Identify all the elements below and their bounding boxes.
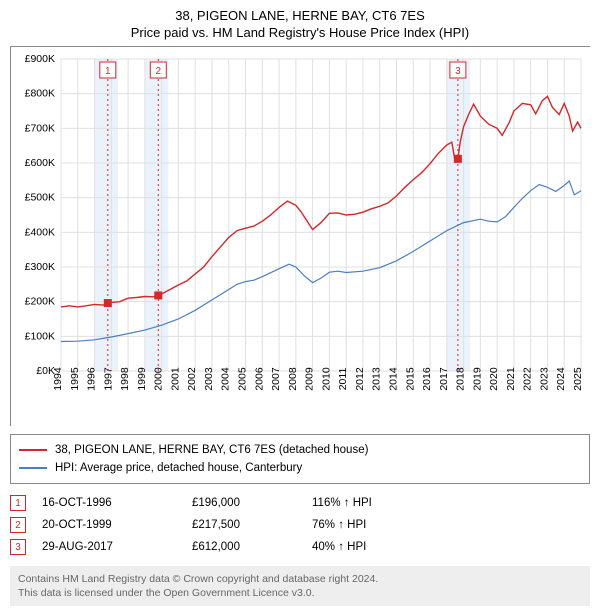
footer-line2: This data is licensed under the Open Gov… <box>18 586 582 600</box>
svg-text:2: 2 <box>156 66 162 77</box>
page-title: 38, PIGEON LANE, HERNE BAY, CT6 7ES <box>10 8 590 23</box>
sale-row: 3 29-AUG-2017£612,00040% ↑ HPI <box>10 536 590 558</box>
sale-marker-icon: 3 <box>10 539 26 555</box>
svg-text:£200K: £200K <box>25 296 55 308</box>
svg-text:£600K: £600K <box>25 157 55 169</box>
legend: 38, PIGEON LANE, HERNE BAY, CT6 7ES (det… <box>10 434 590 484</box>
legend-label: 38, PIGEON LANE, HERNE BAY, CT6 7ES (det… <box>55 444 368 456</box>
svg-text:2012: 2012 <box>354 367 366 391</box>
svg-text:2008: 2008 <box>287 367 299 391</box>
svg-text:2003: 2003 <box>203 367 215 391</box>
sale-marker-icon: 2 <box>10 517 26 533</box>
svg-text:1994: 1994 <box>52 367 64 391</box>
sale-price: £612,000 <box>192 541 312 553</box>
svg-text:2023: 2023 <box>538 367 550 391</box>
svg-text:£400K: £400K <box>25 226 55 238</box>
svg-text:2005: 2005 <box>237 367 249 391</box>
svg-text:2014: 2014 <box>387 367 399 391</box>
svg-text:2002: 2002 <box>186 367 198 391</box>
legend-item: 38, PIGEON LANE, HERNE BAY, CT6 7ES (det… <box>19 441 581 459</box>
sales-table: 1 16-OCT-1996£196,000116% ↑ HPI 2 20-OCT-19… <box>10 492 590 558</box>
svg-text:2024: 2024 <box>555 367 567 391</box>
svg-text:1997: 1997 <box>102 367 114 391</box>
sale-date: 20-OCT-1999 <box>42 519 192 531</box>
svg-text:2016: 2016 <box>421 367 433 391</box>
chart: £0K£100K£200K£300K£400K£500K£600K£700K£8… <box>10 46 590 426</box>
legend-label: HPI: Average price, detached house, Cant… <box>55 462 302 474</box>
svg-text:2013: 2013 <box>371 367 383 391</box>
svg-text:2017: 2017 <box>438 367 450 391</box>
chart-svg: £0K£100K£200K£300K£400K£500K£600K£700K£8… <box>11 47 591 427</box>
svg-text:2025: 2025 <box>572 367 584 391</box>
svg-text:2019: 2019 <box>471 367 483 391</box>
svg-text:2018: 2018 <box>455 367 467 391</box>
sale-row: 2 20-OCT-1999£217,50076% ↑ HPI <box>10 514 590 536</box>
svg-text:£900K: £900K <box>25 53 55 65</box>
sale-date: 29-AUG-2017 <box>42 541 192 553</box>
sale-marker-icon: 1 <box>10 495 26 511</box>
svg-text:2022: 2022 <box>522 367 534 391</box>
sale-date: 16-OCT-1996 <box>42 497 192 509</box>
svg-text:2020: 2020 <box>488 367 500 391</box>
svg-text:2004: 2004 <box>220 367 232 391</box>
svg-text:£500K: £500K <box>25 192 55 204</box>
svg-text:2007: 2007 <box>270 367 282 391</box>
svg-text:1: 1 <box>105 66 111 77</box>
svg-text:2011: 2011 <box>337 368 349 391</box>
page-subtitle: Price paid vs. HM Land Registry's House … <box>10 25 590 40</box>
svg-text:£300K: £300K <box>25 261 55 273</box>
sale-vs-hpi: 116% ↑ HPI <box>312 497 432 509</box>
svg-text:1998: 1998 <box>119 367 131 391</box>
sale-vs-hpi: 40% ↑ HPI <box>312 541 432 553</box>
footer: Contains HM Land Registry data © Crown c… <box>10 566 590 606</box>
svg-text:2009: 2009 <box>304 367 316 391</box>
sale-row: 1 16-OCT-1996£196,000116% ↑ HPI <box>10 492 590 514</box>
svg-text:£700K: £700K <box>25 122 55 134</box>
legend-item: HPI: Average price, detached house, Cant… <box>19 459 581 477</box>
footer-line1: Contains HM Land Registry data © Crown c… <box>18 572 582 586</box>
svg-text:2021: 2021 <box>505 367 517 391</box>
svg-text:1999: 1999 <box>136 367 148 391</box>
legend-swatch <box>19 467 47 469</box>
svg-text:£800K: £800K <box>25 88 55 100</box>
sale-vs-hpi: 76% ↑ HPI <box>312 519 432 531</box>
svg-text:1995: 1995 <box>69 367 81 391</box>
svg-text:1996: 1996 <box>86 367 98 391</box>
svg-text:2010: 2010 <box>320 367 332 391</box>
sale-price: £196,000 <box>192 497 312 509</box>
svg-text:2006: 2006 <box>253 367 265 391</box>
svg-text:£100K: £100K <box>25 330 55 342</box>
legend-swatch <box>19 449 47 451</box>
svg-text:2015: 2015 <box>404 367 416 391</box>
sale-price: £217,500 <box>192 519 312 531</box>
svg-text:3: 3 <box>455 66 461 77</box>
svg-text:2001: 2001 <box>169 367 181 391</box>
